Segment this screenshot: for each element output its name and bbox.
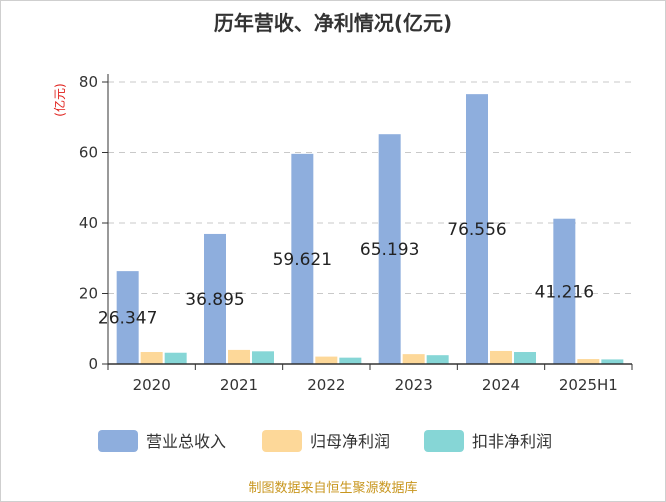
- data-label: 26.347: [98, 309, 157, 329]
- bar: [140, 352, 163, 364]
- bar: [204, 233, 226, 364]
- legend-label: 营业总收入: [146, 432, 226, 451]
- y-axis-label: (亿元): [52, 83, 67, 116]
- bar: [426, 355, 449, 364]
- bar: [601, 359, 624, 364]
- data-label: 41.216: [535, 282, 594, 302]
- bar: [252, 351, 274, 364]
- y-tick-label: 60: [79, 144, 98, 162]
- data-labels: 26.347 36.895 59.621 65.193 76.556 41.216: [98, 220, 594, 328]
- y-tick-label: 20: [79, 285, 98, 303]
- bar: [291, 153, 314, 364]
- legend-swatch: [98, 430, 138, 452]
- legend-swatch: [424, 430, 464, 452]
- bars: [116, 94, 624, 364]
- x-tick-label: 2025H1: [559, 376, 618, 394]
- y-axis-ticks: 0 20 40 60 80: [79, 73, 108, 373]
- legend-label: 归母净利润: [310, 432, 390, 451]
- data-label: 59.621: [273, 250, 332, 270]
- source-note: 制图数据来自恒生聚源数据库: [248, 480, 417, 496]
- bar: [228, 349, 250, 364]
- bar: [402, 354, 425, 364]
- data-label: 65.193: [360, 240, 419, 260]
- bar: [466, 94, 488, 364]
- y-tick-label: 0: [88, 355, 98, 373]
- bar: [116, 271, 139, 364]
- x-tick-label: 2021: [220, 376, 258, 394]
- bar: [378, 134, 401, 364]
- bar: [577, 359, 600, 364]
- x-tick-label: 2020: [133, 376, 171, 394]
- bar: [339, 357, 362, 364]
- x-tick-label: 2022: [307, 376, 345, 394]
- legend: 营业总收入 归母净利润 扣非净利润: [98, 430, 552, 452]
- bar: [164, 352, 187, 364]
- x-tick-label: 2024: [482, 376, 520, 394]
- bar: [514, 352, 536, 364]
- bar: [315, 356, 338, 364]
- x-axis-ticks: 2020 2021 2022 2023 2024 2025H1: [107, 364, 633, 394]
- data-label: 36.895: [185, 290, 244, 310]
- data-label: 76.556: [447, 220, 506, 240]
- legend-label: 扣非净利润: [472, 432, 552, 451]
- bar: [553, 218, 576, 364]
- legend-swatch: [262, 430, 302, 452]
- x-tick-label: 2023: [395, 376, 433, 394]
- y-tick-label: 40: [79, 214, 98, 232]
- y-tick-label: 80: [79, 73, 98, 91]
- bar: [490, 350, 512, 364]
- chart-title: 历年营收、净利情况(亿元): [214, 11, 452, 35]
